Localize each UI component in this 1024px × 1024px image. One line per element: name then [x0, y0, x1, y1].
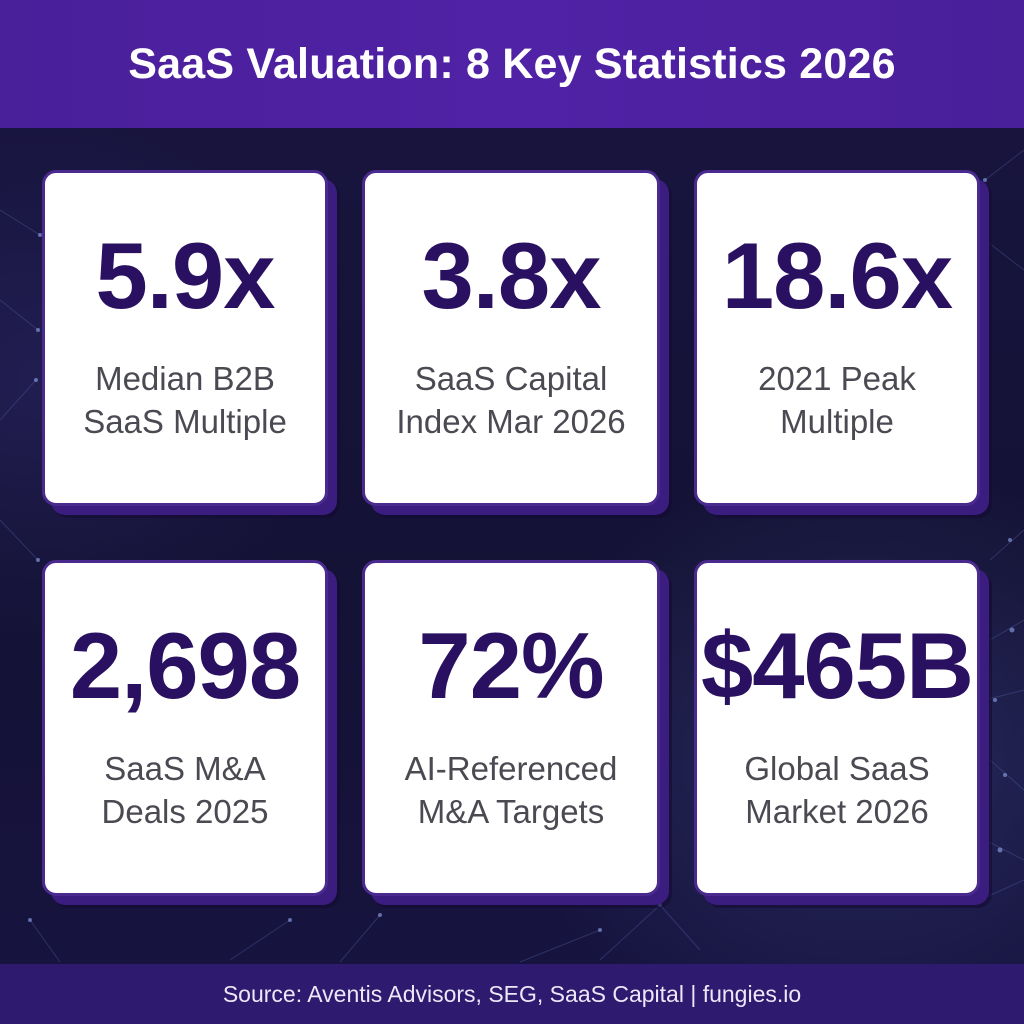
stat-value: 2,698: [69, 613, 301, 718]
stat-card-global-market: $465B Global SaaS Market 2026: [694, 560, 980, 896]
stat-label: Median B2B SaaS Multiple: [83, 360, 287, 440]
stat-card-peak-multiple: 18.6x 2021 Peak Multiple: [694, 170, 980, 506]
footer-bar: Source: Aventis Advisors, SEG, SaaS Capi…: [0, 964, 1024, 1024]
stat-label: SaaS Capital Index Mar 2026: [396, 360, 626, 440]
page-title: SaaS Valuation: 8 Key Statistics 2026: [128, 39, 896, 88]
stat-card-capital-index: 3.8x SaaS Capital Index Mar 2026: [362, 170, 660, 506]
stat-label: 2021 Peak Multiple: [758, 360, 916, 440]
stat-value: 18.6x: [721, 223, 953, 328]
stat-card-median-multiple: 5.9x Median B2B SaaS Multiple: [42, 170, 328, 506]
stat-label: SaaS M&A Deals 2025: [101, 750, 269, 830]
stat-value: $465B: [701, 613, 974, 718]
stat-value: 5.9x: [95, 223, 276, 328]
source-citation: Source: Aventis Advisors, SEG, SaaS Capi…: [222, 980, 802, 1007]
stat-label: AI-Referenced M&A Targets: [404, 750, 618, 830]
stat-card-ma-deals: 2,698 SaaS M&A Deals 2025: [42, 560, 328, 896]
stat-label: Global SaaS Market 2026: [744, 750, 930, 830]
stat-card-ai-targets: 72% AI-Referenced M&A Targets: [362, 560, 660, 896]
stat-value: 3.8x: [421, 223, 602, 328]
header-banner: SaaS Valuation: 8 Key Statistics 2026: [0, 0, 1024, 128]
stat-value: 72%: [418, 613, 604, 718]
